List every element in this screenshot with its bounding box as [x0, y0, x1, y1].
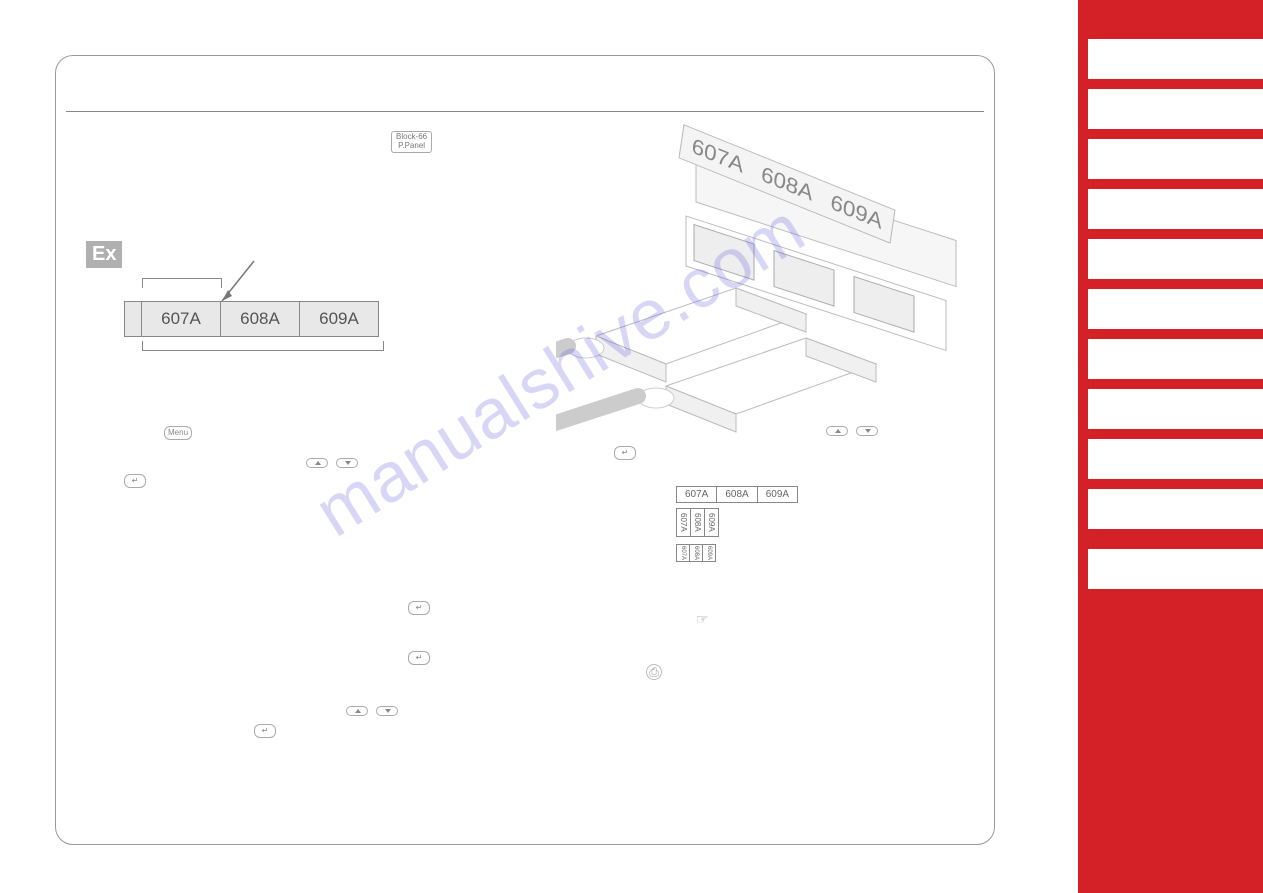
- preview-cell: 609A: [705, 509, 718, 536]
- down-key-icon: [336, 458, 358, 468]
- section-tab[interactable]: [1088, 288, 1263, 330]
- down-key-icon: [376, 706, 398, 716]
- preview-cell: 607A: [677, 487, 717, 502]
- up-key-icon: [346, 706, 368, 716]
- label-cell: 608A: [220, 301, 300, 337]
- up-key-icon: [306, 458, 328, 468]
- preview-small: 607A 608A 609A: [676, 544, 716, 562]
- preview-horizontal: 607A 608A 609A: [676, 486, 798, 503]
- print-icon: ⎙: [646, 664, 662, 680]
- preview-cell: 608A: [717, 487, 757, 502]
- down-key-icon: [856, 426, 878, 436]
- section-tab[interactable]: [1088, 138, 1263, 180]
- preview-cell: 609A: [703, 545, 715, 561]
- dimension-bracket-bottom: [142, 341, 384, 351]
- section-tab[interactable]: [1088, 88, 1263, 130]
- section-tab[interactable]: [1088, 188, 1263, 230]
- menu-key-icon: Menu: [164, 426, 192, 440]
- section-tab[interactable]: [1088, 38, 1263, 80]
- up-key-icon: [826, 426, 848, 436]
- block-panel-label: Block-66 P.Panel: [391, 131, 432, 153]
- section-tab[interactable]: [1088, 388, 1263, 430]
- preview-cell: 609A: [758, 487, 797, 502]
- block-label-line2: P.Panel: [396, 142, 427, 151]
- section-tab[interactable]: [1088, 338, 1263, 380]
- preview-vertical: 607A 608A 609A: [676, 508, 719, 537]
- enter-key-icon: ↵: [614, 446, 636, 460]
- label-cell: 607A: [141, 301, 221, 337]
- section-tab[interactable]: [1088, 438, 1263, 480]
- section-tab[interactable]: [1088, 488, 1263, 530]
- pointer-arrow: [214, 256, 264, 306]
- header-rule: [66, 111, 984, 112]
- preview-cell: 608A: [691, 509, 705, 536]
- preview-cell: 607A: [677, 545, 690, 561]
- enter-key-icon: ↵: [408, 601, 430, 615]
- preview-cell: 607A: [677, 509, 691, 536]
- section-tab[interactable]: [1088, 548, 1263, 590]
- enter-key-icon: ↵: [124, 474, 146, 488]
- enter-key-icon: ↵: [254, 724, 276, 738]
- hand-icon: ☞: [696, 611, 709, 628]
- preview-cell: 608A: [690, 545, 703, 561]
- example-badge: Ex: [86, 241, 122, 268]
- section-tabs-sidebar: [1078, 0, 1263, 893]
- enter-key-icon: ↵: [408, 651, 430, 665]
- manual-page-frame: Block-66 P.Panel Ex 607A 608A 609A: [55, 55, 995, 845]
- label-cell: 609A: [299, 301, 379, 337]
- label-leading-tab: [124, 301, 142, 337]
- section-tab[interactable]: [1088, 238, 1263, 280]
- label-strip-demo: 607A 608A 609A: [124, 301, 379, 337]
- dimension-bracket-top: [142, 278, 222, 288]
